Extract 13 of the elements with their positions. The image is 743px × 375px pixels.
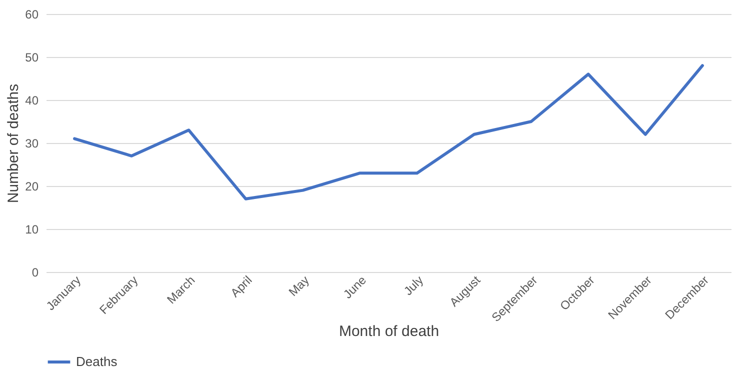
line-series <box>73 64 704 200</box>
y-tick-label: 30 <box>25 136 39 150</box>
x-tick-label: May <box>286 273 312 300</box>
legend-label: Deaths <box>76 354 118 369</box>
x-tick-label: July <box>401 273 426 298</box>
y-tick-label: 60 <box>25 8 39 22</box>
y-axis-title: Number of deaths <box>5 84 22 204</box>
y-tick-label: 10 <box>25 222 39 236</box>
y-tick-label: 50 <box>25 50 39 64</box>
y-tick-label: 20 <box>25 180 39 194</box>
x-axis-title: Month of death <box>338 322 440 340</box>
y-tick-label: 40 <box>25 94 39 108</box>
y-tick-label: 0 <box>32 266 39 280</box>
